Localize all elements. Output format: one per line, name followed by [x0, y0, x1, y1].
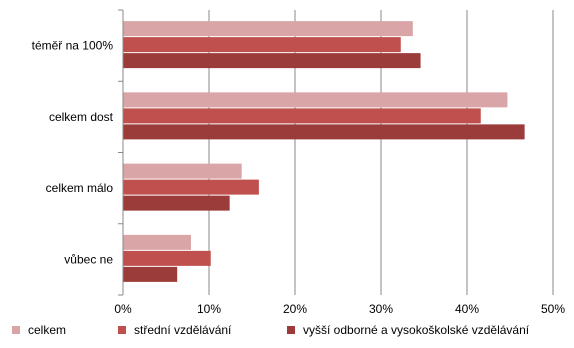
legend: celkem střední vzdělávání vyšší odborné a … [12, 323, 530, 337]
bar-1-1 [123, 108, 481, 124]
bar-2-1 [123, 179, 259, 195]
bar-1-0 [123, 92, 508, 108]
bar-3-0 [123, 234, 191, 250]
legend-label-0: celkem [28, 323, 66, 337]
legend-label-1: střední vzdělávání [134, 323, 232, 337]
bar-0-2 [123, 53, 421, 69]
legend-swatch-1 [118, 326, 126, 334]
legend-label-2: vyšší odborné a vysokoškolské vzdělávání [303, 323, 530, 337]
x-tick-label-3: 30% [369, 302, 393, 316]
gridlines [208, 10, 554, 295]
category-label-3: vůbec ne [64, 252, 113, 266]
bars [123, 21, 525, 282]
x-tick-label-1: 10% [197, 302, 221, 316]
bar-1-2 [123, 124, 525, 140]
axes [118, 9, 124, 296]
x-tick-labels: 0% 10% 20% 30% 40% 50% [114, 302, 565, 316]
bar-0-1 [123, 37, 401, 53]
bar-2-0 [123, 163, 242, 179]
bar-3-2 [123, 266, 178, 282]
legend-swatch-0 [12, 326, 20, 334]
x-tick-label-0: 0% [114, 302, 132, 316]
category-label-2: celkem málo [46, 181, 114, 195]
legend-swatch-2 [287, 326, 295, 334]
x-tick-label-4: 40% [455, 302, 479, 316]
x-tick-label-2: 20% [283, 302, 307, 316]
category-label-0: téměř na 100% [32, 39, 114, 53]
bar-0-0 [123, 21, 413, 37]
bar-2-2 [123, 195, 230, 211]
bar-3-1 [123, 250, 211, 266]
category-labels: téměř na 100% celkem dost celkem málo vůbec… [32, 39, 114, 267]
x-tick-label-5: 50% [541, 302, 565, 316]
category-label-1: celkem dost [49, 110, 114, 124]
